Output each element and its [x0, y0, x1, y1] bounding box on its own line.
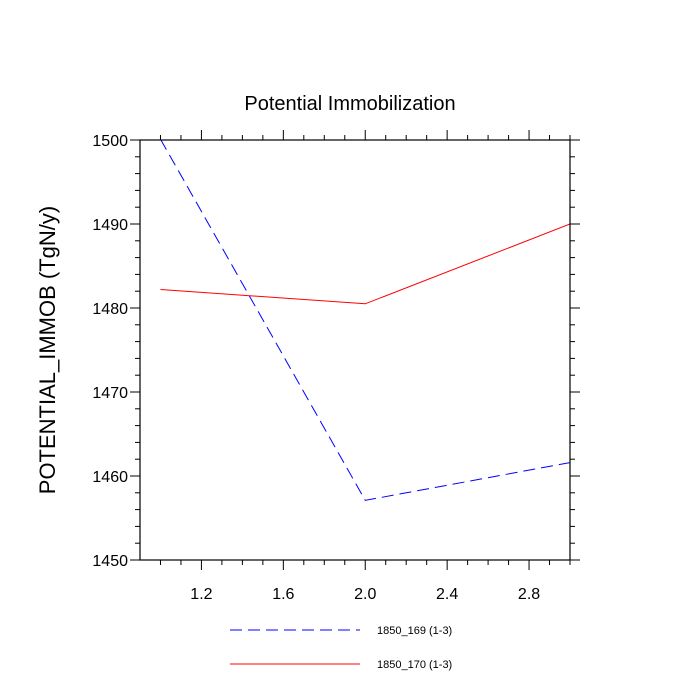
- legend: 1850_169 (1-3) 1850_170 (1-3): [230, 625, 452, 671]
- y-tick-label: 1470: [92, 385, 128, 402]
- y-tick-label: 1500: [92, 133, 128, 150]
- y-tick-label: 1480: [92, 301, 128, 318]
- series-lines: [160, 140, 570, 501]
- x-tick-label: 2.4: [436, 586, 458, 603]
- y-tick-label: 1450: [92, 553, 128, 570]
- legend-label-2: 1850_170 (1-3): [377, 659, 452, 671]
- chart-title: Potential Immobilization: [244, 93, 455, 115]
- y-tick-label: 1460: [92, 469, 128, 486]
- series-line-1: [160, 140, 570, 501]
- y-tick-label: 1490: [92, 217, 128, 234]
- x-tick-label: 2.0: [354, 586, 376, 603]
- series-line-2: [160, 223, 570, 305]
- plot-frame: [139, 139, 571, 561]
- legend-label-1: 1850_169 (1-3): [377, 625, 452, 637]
- axis-ticks: 1.2 1.6 2.0 2.4 2.8 1450 1460 1470 1480 1490 1500: [92, 130, 580, 603]
- y-axis-label: POTENTIAL_IMMOB (TgN/y): [35, 206, 60, 494]
- x-tick-label: 1.6: [272, 586, 294, 603]
- x-tick-label: 2.8: [518, 586, 540, 603]
- x-tick-label: 1.2: [190, 586, 212, 603]
